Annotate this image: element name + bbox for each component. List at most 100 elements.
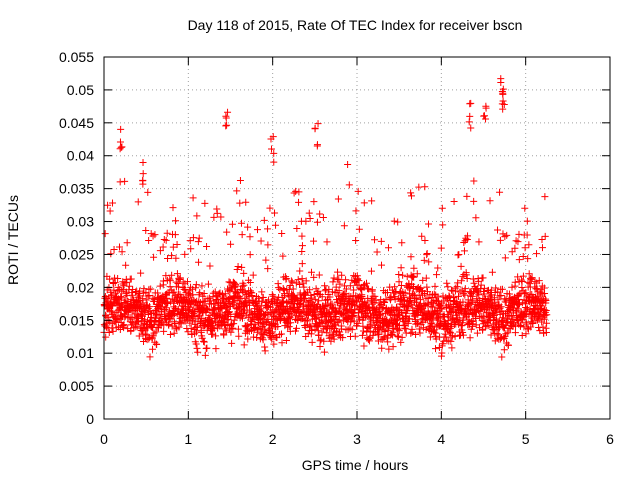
roti-point: [350, 317, 358, 325]
roti-point: [412, 331, 420, 339]
roti-point: [261, 347, 269, 355]
roti-point: [284, 323, 292, 331]
roti-point: [395, 333, 403, 341]
roti-point: [533, 250, 541, 258]
roti-point: [189, 234, 197, 242]
roti-point: [311, 295, 319, 303]
roti-point: [365, 285, 373, 293]
roti-point: [290, 299, 298, 307]
roti-point: [344, 160, 352, 168]
roti-point: [270, 340, 278, 348]
roti-point: [402, 325, 410, 333]
roti-point: [458, 286, 466, 294]
roti-point: [306, 286, 314, 294]
roti-point: [239, 310, 247, 318]
roti-point: [189, 194, 197, 202]
x-tick-label: 5: [522, 431, 530, 447]
roti-point: [247, 288, 255, 296]
roti-point: [289, 285, 297, 293]
roti-point: [189, 291, 197, 299]
roti-point: [109, 279, 117, 287]
roti-point: [479, 274, 487, 282]
roti-point: [224, 322, 232, 330]
roti-point: [142, 288, 150, 296]
roti-point: [183, 278, 191, 286]
y-tick-label: 0.015: [59, 312, 94, 328]
roti-point: [500, 100, 508, 108]
roti-point: [442, 333, 450, 341]
roti-point: [170, 329, 178, 337]
y-tick-label: 0.04: [67, 148, 94, 164]
data-points: [100, 75, 551, 361]
roti-point: [163, 300, 171, 308]
roti-point: [394, 218, 402, 226]
roti-point: [109, 199, 117, 207]
roti-point: [299, 307, 307, 315]
roti-point: [462, 271, 470, 279]
roti-point: [486, 317, 494, 325]
x-tick-label: 0: [100, 431, 108, 447]
roti-point: [272, 221, 280, 229]
roti-point: [427, 320, 435, 328]
roti-point: [463, 192, 471, 200]
roti-point: [326, 293, 334, 301]
roti-point: [223, 228, 231, 236]
roti-point: [407, 329, 415, 337]
roti-point: [167, 252, 175, 260]
x-tick-label: 4: [437, 431, 445, 447]
roti-point: [477, 281, 485, 289]
roti-point: [398, 239, 406, 247]
roti-point: [508, 312, 516, 320]
roti-point: [236, 199, 244, 207]
roti-point: [236, 177, 244, 185]
roti-point: [181, 285, 189, 293]
roti-point: [441, 330, 449, 338]
roti-point: [375, 330, 383, 338]
roti-point: [258, 316, 266, 324]
roti-point: [171, 231, 179, 239]
roti-point: [367, 267, 375, 275]
roti-point: [298, 242, 306, 250]
roti-point: [494, 226, 502, 234]
roti-point: [499, 323, 507, 331]
roti-point: [255, 318, 263, 326]
roti-point: [411, 294, 419, 302]
roti-point: [397, 264, 405, 272]
roti-point: [528, 274, 536, 282]
roti-point: [482, 104, 490, 112]
roti-point: [229, 324, 237, 332]
roti-point: [515, 230, 523, 238]
roti-point: [469, 297, 477, 305]
roti-point: [496, 236, 504, 244]
y-tick-label: 0.03: [67, 214, 94, 230]
roti-point: [541, 232, 549, 240]
roti-point: [220, 331, 228, 339]
roti-point: [465, 118, 473, 126]
roti-point: [373, 248, 381, 256]
roti-point: [443, 279, 451, 287]
roti-point: [521, 204, 529, 212]
roti-point: [217, 213, 225, 221]
roti-point: [193, 212, 201, 220]
roti-point: [302, 217, 310, 225]
roti-point: [125, 282, 133, 290]
roti-point: [268, 291, 276, 299]
roti-point: [308, 338, 316, 346]
roti-point: [512, 237, 520, 245]
roti-point: [457, 262, 465, 270]
y-tick-label: 0.05: [67, 82, 94, 98]
roti-point: [538, 235, 546, 243]
roti-point: [499, 314, 507, 322]
roti-point: [371, 236, 379, 244]
roti-point: [497, 78, 505, 86]
roti-point: [187, 324, 195, 332]
roti-point: [418, 232, 426, 240]
roti-point: [296, 281, 304, 289]
roti-point: [212, 332, 220, 340]
roti-point: [152, 318, 160, 326]
roti-point: [172, 324, 180, 332]
roti-point: [407, 192, 415, 200]
axis-ticks: 0 0.005 0.01 0.015 0.02 0.025 0.03 0.035 0.04 0.0…: [59, 49, 614, 447]
roti-point: [420, 301, 428, 309]
